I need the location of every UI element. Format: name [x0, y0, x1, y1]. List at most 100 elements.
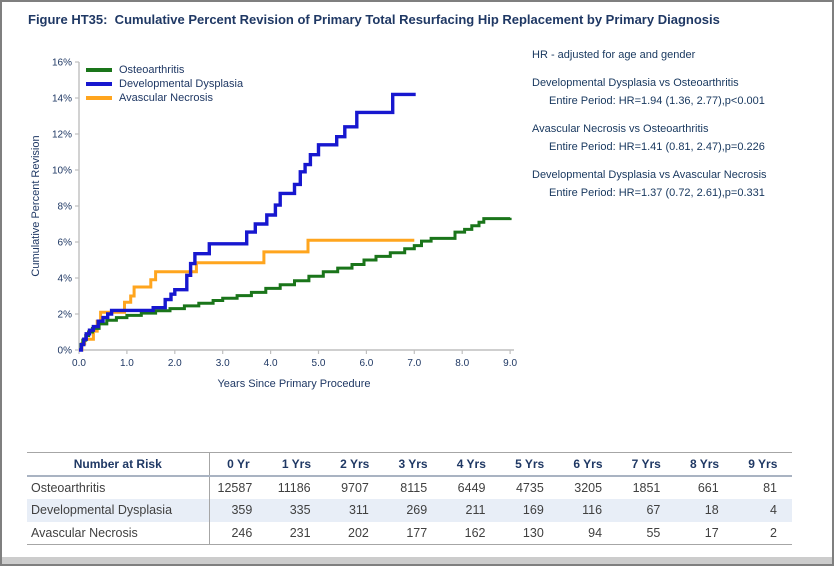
col-header: 0 Yr: [209, 452, 268, 477]
risk-value: 94: [558, 521, 618, 545]
bottom-scroll-strip: [2, 557, 832, 564]
risk-value: 177: [383, 521, 443, 545]
y-tick-label: 8%: [58, 202, 73, 213]
table-row: Avascular Necrosis 246 231 202 177 162 130 94 55…: [27, 521, 792, 545]
revision-chart: 0% 2% 4% 6% 8% 10% 12% 14% 16% 0.0 1.0 2.0 3.0 4.0 5.0…: [52, 58, 518, 370]
risk-value: 162: [442, 521, 501, 545]
x-tick-label: 8.0: [455, 358, 469, 369]
risk-value: 231: [267, 521, 326, 545]
risk-value: 335: [289, 503, 311, 517]
col-header: 3 Yrs: [383, 452, 443, 477]
col-header: 9 Yrs: [733, 452, 792, 477]
table-body: Osteoarthritis 12587 11186 9707 8115 6449 4735…: [27, 475, 792, 545]
x-tick-label: 3.0: [216, 358, 230, 369]
risk-value: 18: [704, 503, 719, 517]
y-tick-label: 4%: [58, 274, 73, 285]
risk-value: 3205: [574, 480, 603, 495]
hr-comparison: Developmental Dysplasia vs Osteoarthriti…: [532, 76, 830, 109]
x-tick-label: 6.0: [359, 358, 373, 369]
x-tick-label: 2.0: [168, 358, 182, 369]
series-line-osteoarthritis: [79, 217, 512, 352]
risk-value: 4: [770, 503, 777, 517]
y-tick-label: 6%: [58, 238, 73, 249]
risk-value: 81: [763, 480, 777, 495]
col-header: 2 Yrs: [325, 452, 384, 477]
y-tick-label: 0%: [58, 346, 73, 357]
hr-comparison-detail: Entire Period: HR=1.94 (1.36, 2.77),p<0.…: [549, 95, 765, 107]
number-at-risk-table: Number at Risk 0 Yr 1 Yrs 2 Yrs 3 Yrs 4 Yrs 5 …: [27, 452, 792, 545]
risk-value: 359: [231, 503, 253, 517]
table-row: Osteoarthritis 12587 11186 9707 8115 6449 4735…: [27, 475, 792, 499]
risk-value: 55: [617, 521, 676, 545]
risk-value: 202: [325, 521, 384, 545]
y-tick-label: 10%: [52, 166, 72, 177]
col-header: 1 Yrs: [267, 452, 326, 477]
y-tick-label: 2%: [58, 310, 73, 321]
hr-comparison-detail: Entire Period: HR=1.41 (0.81, 2.47),p=0.…: [549, 141, 765, 153]
col-header: 5 Yrs: [500, 452, 559, 477]
hr-comparison-label: Developmental Dysplasia vs Osteoarthriti…: [532, 77, 739, 89]
hr-comparison: Avascular Necrosis vs Osteoarthritis Enti…: [532, 122, 830, 155]
y-tick-label: 16%: [52, 58, 72, 69]
series-line-developmental-dysplasia: [79, 92, 416, 352]
hr-comparison-label: Avascular Necrosis vs Osteoarthritis: [532, 123, 709, 135]
legend-line-swatch: [86, 82, 112, 86]
hazard-ratio-panel: HR - adjusted for age and gender Develop…: [532, 48, 830, 201]
x-tick-label: 1.0: [120, 358, 134, 369]
figure-title: Figure HT35: Cumulative Percent Revision…: [28, 12, 720, 27]
legend-label: Developmental Dysplasia: [119, 78, 244, 90]
risk-value: 269: [406, 503, 428, 517]
col-header: 8 Yrs: [675, 452, 734, 477]
x-tick-label: 4.0: [264, 358, 278, 369]
row-label: Osteoarthritis: [27, 475, 210, 499]
risk-value: 8115: [400, 480, 428, 495]
risk-value: 1851: [632, 480, 661, 495]
legend-item-osteoarthritis: Osteoarthritis: [86, 63, 243, 77]
col-header: 4 Yrs: [442, 452, 501, 477]
risk-value: 9707: [341, 480, 369, 495]
risk-value: 661: [697, 480, 719, 495]
x-tick-label: 0.0: [72, 358, 86, 369]
risk-value: 17: [675, 521, 734, 545]
risk-value: 116: [582, 503, 603, 517]
col-header: 7 Yrs: [617, 452, 676, 477]
risk-value: 2: [733, 521, 792, 545]
x-tick-label: 9.0: [503, 358, 517, 369]
risk-value: 11186: [277, 480, 311, 495]
x-axis-title: Years Since Primary Procedure: [217, 378, 371, 390]
risk-value: 246: [209, 521, 268, 545]
risk-value: 6449: [457, 480, 486, 495]
legend-item-avascular-necrosis: Avascular Necrosis: [86, 91, 243, 105]
hr-comparison-detail: Entire Period: HR=1.37 (0.72, 2.61),p=0.…: [549, 187, 765, 199]
legend-label: Avascular Necrosis: [119, 92, 213, 104]
risk-value: 311: [348, 503, 369, 517]
legend-item-developmental-dysplasia: Developmental Dysplasia: [86, 77, 243, 91]
header-row: Number at Risk 0 Yr 1 Yrs 2 Yrs 3 Yrs 4 Yrs 5 …: [27, 452, 792, 477]
col-header: Number at Risk: [27, 452, 210, 477]
risk-value: 12587: [217, 480, 253, 495]
risk-value: 67: [646, 503, 661, 517]
legend-line-swatch: [86, 96, 112, 100]
table-row: Developmental Dysplasia 359 335 311 269 211 16…: [27, 498, 792, 522]
risk-value: 169: [522, 503, 544, 517]
risk-value: 130: [500, 521, 559, 545]
chart-legend: Osteoarthritis Developmental Dysplasia Ava…: [86, 63, 243, 105]
row-label: Avascular Necrosis: [27, 521, 210, 545]
x-tick-label: 7.0: [407, 358, 421, 369]
risk-value: 211: [465, 503, 486, 517]
y-axis-title: Cumulative Percent Revision: [30, 135, 42, 277]
y-tick-label: 14%: [52, 94, 72, 105]
col-header: 6 Yrs: [558, 452, 618, 477]
series-line-avascular-necrosis: [79, 238, 415, 352]
y-tick-label: 12%: [52, 130, 72, 141]
x-tick-label: 5.0: [312, 358, 326, 369]
hr-heading: HR - adjusted for age and gender: [532, 49, 696, 61]
risk-value: 4735: [515, 480, 544, 495]
table-header: Number at Risk 0 Yr 1 Yrs 2 Yrs 3 Yrs 4 Yrs 5 …: [27, 452, 792, 477]
hr-comparison-label: Developmental Dysplasia vs Avascular Nec…: [532, 169, 767, 181]
hr-comparison: Developmental Dysplasia vs Avascular Nec…: [532, 168, 830, 201]
legend-line-swatch: [86, 68, 112, 72]
row-label: Developmental Dysplasia: [27, 498, 210, 522]
legend-label: Osteoarthritis: [119, 64, 185, 76]
